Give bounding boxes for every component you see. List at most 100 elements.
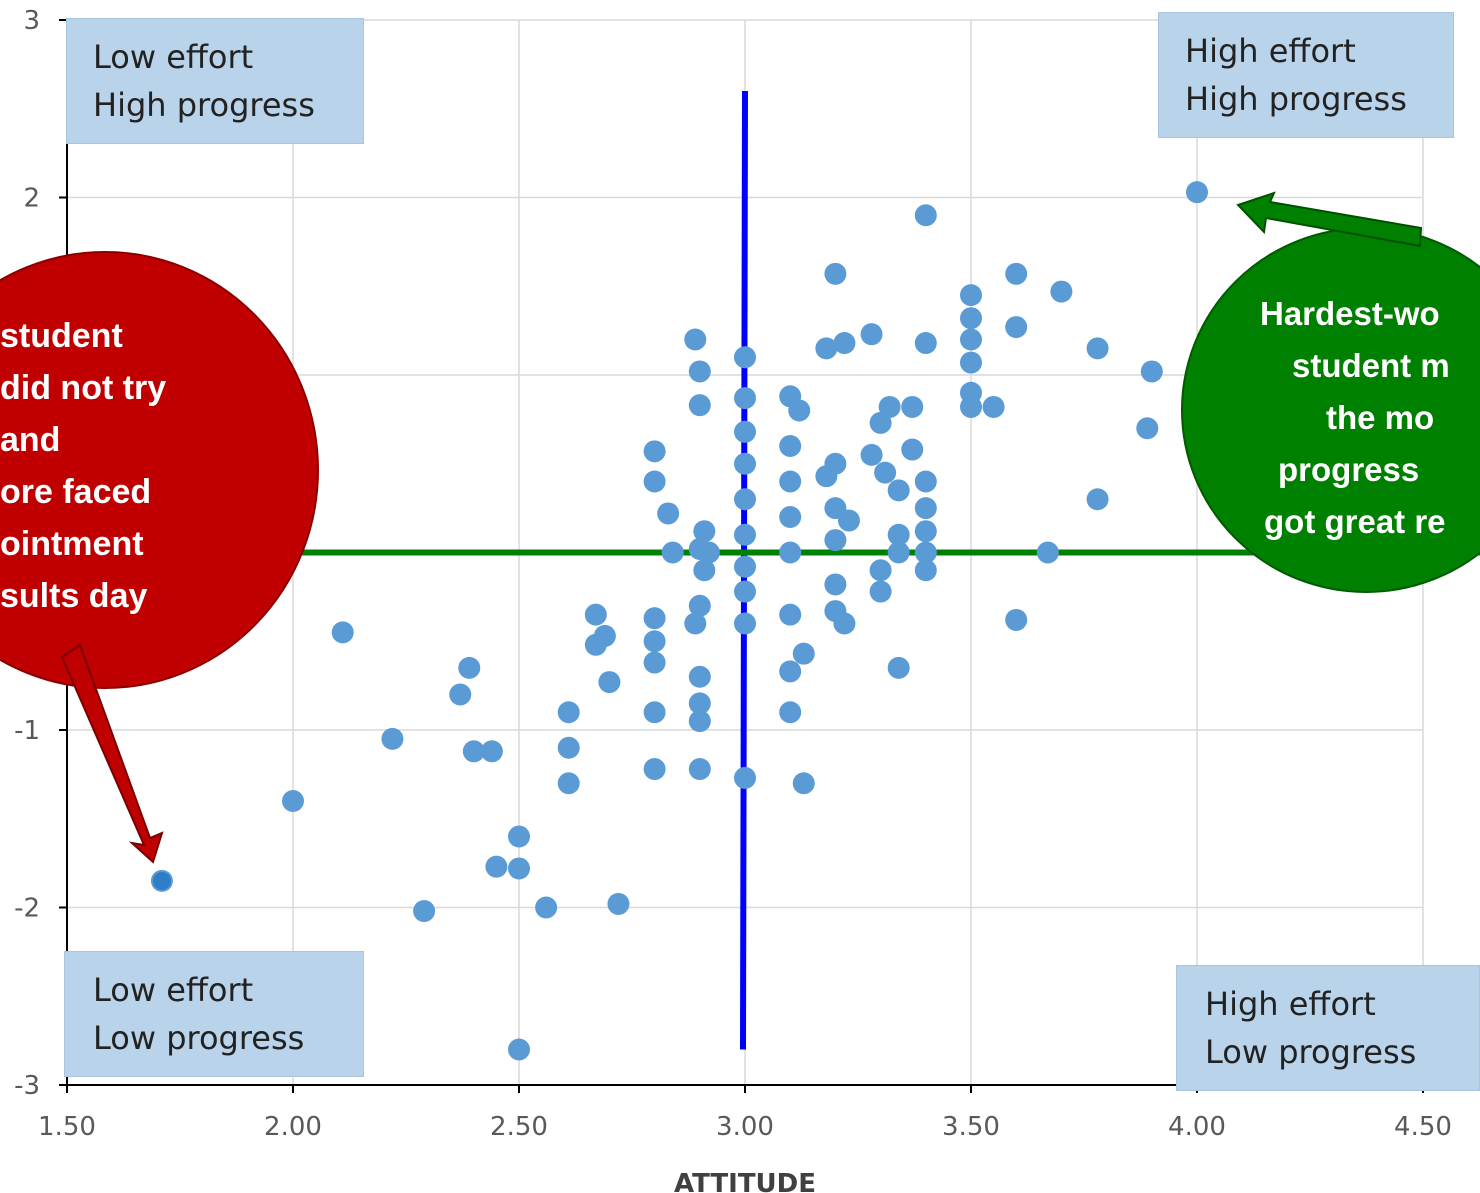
- quadrant-label-line: Low effort: [93, 38, 254, 76]
- x-tick-label: 2.50: [490, 1112, 548, 1142]
- data-point: [914, 541, 937, 564]
- data-point: [557, 736, 580, 759]
- data-point: [779, 506, 802, 528]
- data-point: [874, 461, 897, 484]
- data-point: [1005, 262, 1028, 285]
- data-points: [150, 181, 1208, 1061]
- data-point: [779, 660, 802, 683]
- data-point: [914, 470, 937, 493]
- quadrant-label-line: High effort: [1185, 32, 1356, 70]
- y-tick-label: -1: [14, 716, 40, 746]
- quadrant-label-low-effort-low-progress: Low effort Low progress: [64, 951, 364, 1077]
- data-point: [914, 204, 937, 227]
- data-point: [643, 470, 666, 493]
- quadrant-label-line: Low progress: [93, 1019, 305, 1057]
- data-point: [901, 438, 924, 461]
- data-point: [607, 892, 630, 915]
- callout-line: Hardest-wo: [1260, 295, 1440, 332]
- data-point: [734, 387, 756, 410]
- x-tick-label: 2.00: [264, 1112, 322, 1142]
- data-point: [1005, 608, 1028, 631]
- data-point: [1086, 488, 1109, 511]
- quadrant-label-line: High progress: [93, 86, 315, 124]
- data-point: [557, 772, 580, 795]
- callout-line: the mo: [1326, 399, 1435, 436]
- data-point: [734, 555, 756, 578]
- x-axis-title: ATTITUDE: [674, 1169, 816, 1193]
- callout-line: ointment: [0, 525, 144, 563]
- data-point: [734, 452, 756, 475]
- data-point: [734, 580, 756, 603]
- data-point: [779, 541, 802, 564]
- data-point: [480, 740, 503, 763]
- highlighted-point: [153, 872, 171, 890]
- x-tick-label: 3.00: [716, 1112, 774, 1142]
- data-point: [779, 435, 802, 457]
- quadrant-label-high-effort-high-progress: High effort High progress: [1158, 12, 1454, 138]
- data-point: [684, 612, 707, 635]
- data-point: [869, 559, 892, 582]
- data-point: [282, 790, 304, 812]
- data-point: [458, 656, 481, 679]
- data-point: [643, 630, 666, 653]
- data-point: [557, 701, 580, 724]
- data-point: [1005, 316, 1028, 339]
- callout-line: student m: [1292, 347, 1450, 384]
- data-point: [869, 580, 892, 603]
- data-point: [661, 541, 684, 564]
- data-point: [833, 332, 856, 355]
- data-point: [779, 603, 802, 626]
- y-tick-label: 2: [23, 184, 40, 214]
- data-point: [688, 758, 711, 781]
- red-callout-arrow: [60, 643, 164, 864]
- data-point: [960, 284, 982, 307]
- data-point: [1050, 280, 1073, 303]
- data-point: [960, 307, 982, 330]
- data-point: [824, 529, 847, 552]
- data-point: [1086, 337, 1109, 360]
- data-point: [901, 395, 924, 418]
- quadrant-label-high-effort-low-progress: High effort Low progress: [1176, 965, 1480, 1091]
- data-point: [734, 523, 756, 546]
- data-point: [462, 740, 485, 763]
- data-point: [837, 509, 860, 532]
- data-point: [508, 857, 530, 880]
- green-callout-arrow: [1236, 191, 1423, 248]
- data-point: [684, 328, 707, 351]
- tick-labels: 1.50 2.00 2.50 3.00 3.50 4.00 4.50 3 2 -1 -2 -3: [14, 6, 1452, 1142]
- data-point: [688, 594, 711, 617]
- callout-line: student: [0, 317, 123, 355]
- y-tick-label: -3: [14, 1071, 40, 1101]
- quadrant-label-line: Low progress: [1205, 1033, 1417, 1071]
- data-point: [734, 766, 756, 789]
- data-point: [833, 612, 856, 635]
- callout-line: and: [0, 421, 61, 459]
- data-point: [792, 642, 815, 665]
- callout-line: progress: [1278, 451, 1420, 488]
- data-point: [1186, 181, 1208, 204]
- data-point: [688, 692, 711, 715]
- data-point: [734, 346, 756, 369]
- data-point: [643, 651, 666, 674]
- data-point: [960, 328, 982, 351]
- x-tick-label: 4.50: [1394, 1112, 1452, 1142]
- data-point: [815, 337, 838, 360]
- callout-shapes: [0, 191, 1480, 890]
- data-point: [869, 411, 892, 434]
- data-point: [331, 621, 354, 644]
- data-point: [688, 394, 711, 417]
- data-point: [824, 573, 847, 596]
- data-point: [593, 624, 616, 647]
- data-point: [779, 470, 802, 493]
- data-point: [657, 502, 680, 525]
- x-tick-label: 1.50: [38, 1112, 96, 1142]
- quadrant-label-line: Low effort: [93, 971, 254, 1009]
- data-point: [1136, 417, 1159, 440]
- data-point: [914, 520, 937, 543]
- data-point: [485, 855, 508, 878]
- x-tick-label: 4.00: [1168, 1112, 1226, 1142]
- data-point: [697, 541, 720, 564]
- data-point: [693, 520, 716, 543]
- data-point: [413, 900, 436, 923]
